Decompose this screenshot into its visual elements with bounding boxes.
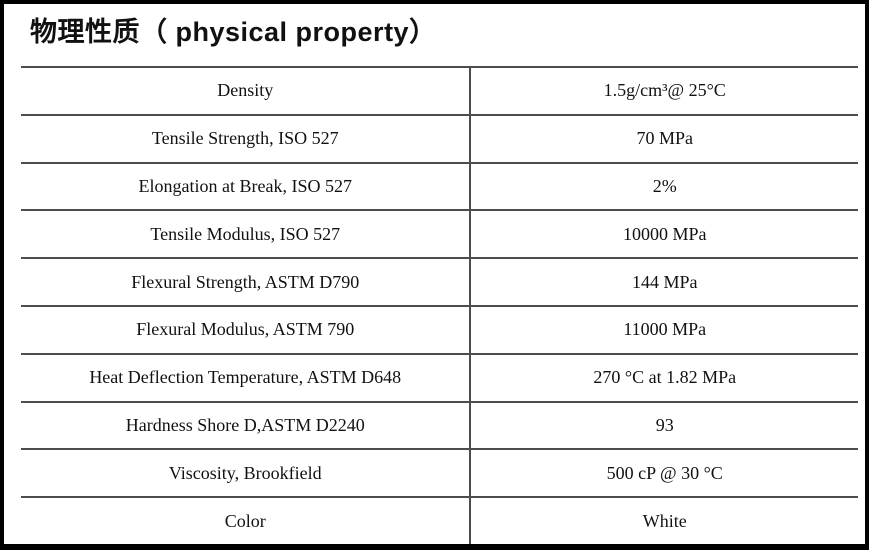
value-cell: 1.5g/cm³@ 25°C [470, 66, 858, 116]
property-cell: Tensile Modulus, ISO 527 [21, 209, 472, 260]
property-cell: Density [21, 66, 472, 116]
value-cell: 144 MPa [470, 257, 858, 307]
value-cell: 70 MPa [470, 113, 858, 164]
property-cell: Flexural Modulus, ASTM 790 [21, 304, 472, 355]
property-cell: Viscosity, Brookfield [21, 448, 472, 499]
table-row: Flexural Modulus, ASTM 790 11000 MPa [21, 304, 858, 355]
table-row: Flexural Strength, ASTM D790 144 MPa [21, 257, 858, 307]
value-cell: White [470, 496, 858, 544]
table-row: Heat Deflection Temperature, ASTM D648 2… [21, 352, 858, 403]
value-cell: 10000 MPa [470, 209, 858, 260]
table-row: Hardness Shore D,ASTM D2240 93 [21, 400, 858, 451]
property-cell: Tensile Strength, ISO 527 [21, 113, 472, 164]
property-cell: Color [21, 496, 472, 544]
table-row: Elongation at Break, ISO 527 2% [21, 161, 858, 212]
table-row: Viscosity, Brookfield 500 cP @ 30 °C [21, 448, 858, 499]
value-cell: 11000 MPa [470, 304, 858, 355]
property-cell: Heat Deflection Temperature, ASTM D648 [21, 352, 472, 403]
physical-property-table: Density 1.5g/cm³@ 25°C Tensile Strength,… [21, 66, 858, 544]
value-cell: 93 [470, 400, 858, 451]
value-cell: 2% [470, 161, 858, 212]
value-cell: 500 cP @ 30 °C [470, 448, 858, 499]
property-cell: Elongation at Break, ISO 527 [21, 161, 472, 212]
table-row: Density 1.5g/cm³@ 25°C [21, 66, 858, 116]
table-row: Tensile Modulus, ISO 527 10000 MPa [21, 209, 858, 260]
page-title: 物理性质（ physical property） [30, 17, 437, 47]
value-cell: 270 °C at 1.82 MPa [470, 352, 858, 403]
table-row: Color White [21, 496, 858, 544]
property-cell: Hardness Shore D,ASTM D2240 [21, 400, 472, 451]
property-cell: Flexural Strength, ASTM D790 [21, 257, 472, 307]
table-row: Tensile Strength, ISO 527 70 MPa [21, 113, 858, 164]
